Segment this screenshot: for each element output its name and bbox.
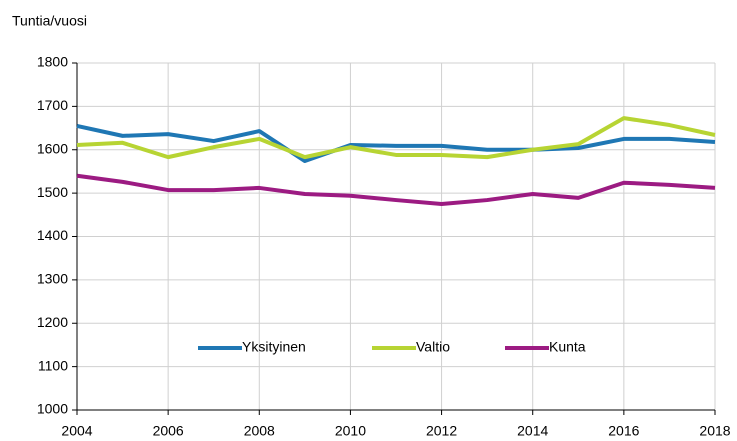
x-tick-label: 2014 bbox=[517, 423, 548, 439]
line-series bbox=[76, 116, 716, 160]
x-tick-label: 2008 bbox=[244, 423, 275, 439]
legend-label: Valtio bbox=[416, 339, 450, 355]
line-series bbox=[76, 173, 716, 206]
x-tick-label: 2012 bbox=[426, 423, 457, 439]
line-series bbox=[76, 123, 716, 164]
x-tick-label: 2018 bbox=[699, 423, 730, 439]
y-tick-label: 1500 bbox=[37, 184, 68, 200]
y-tick-label: 1200 bbox=[37, 314, 68, 330]
y-tick-label: 1300 bbox=[37, 271, 68, 287]
y-tick-label: 1100 bbox=[38, 357, 68, 373]
y-tick-label: 1800 bbox=[37, 54, 68, 70]
legend-label: Kunta bbox=[549, 339, 586, 355]
y-tick-label: 1000 bbox=[37, 401, 68, 417]
y-tick-label: 1400 bbox=[37, 227, 68, 243]
x-tick-label: 2006 bbox=[153, 423, 184, 439]
y-tick-label: 1600 bbox=[37, 140, 68, 156]
y-axis-label: Tuntia/vuosi bbox=[12, 13, 87, 29]
x-tick-label: 2016 bbox=[608, 423, 639, 439]
legend-label: Yksityinen bbox=[242, 339, 306, 355]
x-tick-label: 2010 bbox=[335, 423, 366, 439]
y-tick-label: 1700 bbox=[37, 97, 68, 113]
x-tick-label: 2004 bbox=[61, 423, 92, 439]
